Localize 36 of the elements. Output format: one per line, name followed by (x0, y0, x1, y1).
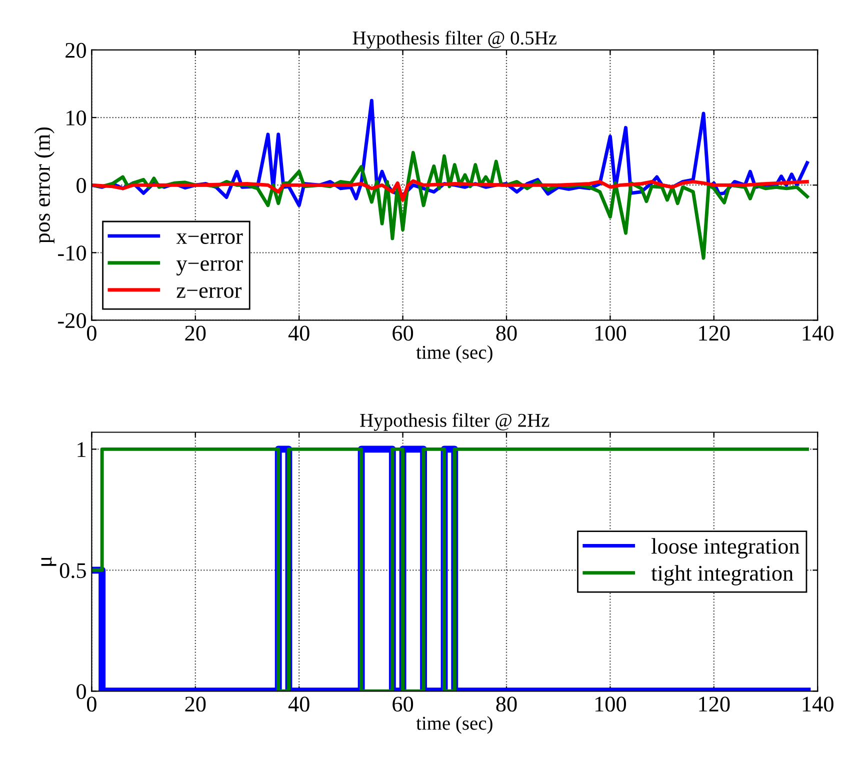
x-tick-label: 40 (288, 326, 310, 341)
legend-label: y−error (176, 260, 243, 276)
y-tick-label: 10 (66, 110, 86, 126)
x-tick-label: 0 (86, 326, 96, 341)
y-tick-label: 0 (76, 178, 86, 194)
y-tick-label: 20 (66, 42, 86, 58)
legend-label: x−error (176, 233, 243, 244)
y-tick-label: -20 (58, 313, 86, 328)
y-tick-label: 1 (78, 442, 86, 457)
chart-title: Hypothesis filter @ 0.5Hz (352, 30, 556, 49)
x-tick-label: 80 (496, 696, 517, 712)
legend-label: loose integration (652, 538, 800, 558)
x-tick-label: 0 (86, 696, 96, 712)
y-tick-label: 0.5 (60, 563, 86, 578)
x-tick-label: 60 (392, 696, 414, 712)
legend-label: tight integration (651, 565, 794, 586)
y-axis-title: μ (41, 556, 56, 566)
x-tick-label: 140 (802, 326, 834, 341)
x-tick-label: 20 (185, 326, 206, 341)
line-series (92, 179, 809, 202)
y-tick-label: 0 (76, 684, 86, 700)
x-tick-label: 40 (288, 696, 310, 712)
x-axis-title: time (sec) (416, 345, 492, 363)
x-tick-label: 20 (185, 696, 206, 712)
x-tick-label: 80 (496, 326, 517, 341)
x-tick-label: 120 (699, 326, 730, 341)
x-tick-label: 120 (699, 696, 730, 712)
chart-title: Hypothesis filter @ 2Hz (360, 413, 550, 431)
legend-label: z−error (176, 287, 242, 298)
y-axis-title: pos error (m) (34, 127, 54, 244)
x-tick-label: 140 (802, 696, 834, 712)
x-tick-label: 60 (392, 326, 414, 341)
x-tick-label: 100 (595, 696, 626, 712)
y-tick-label: -10 (58, 246, 86, 261)
x-tick-label: 100 (595, 326, 626, 341)
x-axis-title: time (sec) (416, 716, 492, 734)
